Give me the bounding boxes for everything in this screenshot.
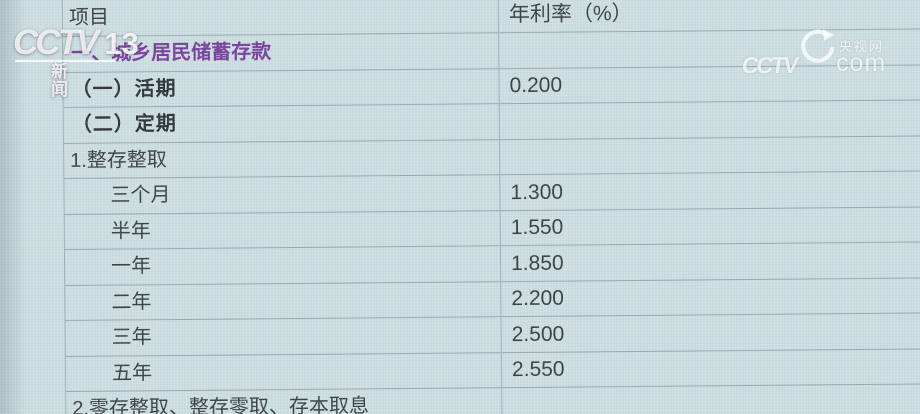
item-cell: （二）定期 bbox=[71, 113, 177, 137]
rate-cell bbox=[498, 100, 920, 139]
item-cell: 一、城乡居民储蓄存款 bbox=[71, 41, 272, 66]
deposit-rate-table: 项目 年利率（%） 一、城乡居民储蓄存款 （一）活期 0.200 （二）定期 1.整存整… bbox=[61, 0, 920, 414]
column-header-rate: 年利率（%） bbox=[497, 0, 920, 33]
item-cell: 二年 bbox=[111, 290, 152, 314]
item-cell: （一）活期 bbox=[71, 77, 177, 101]
rate-cell: 1.550 bbox=[499, 206, 920, 246]
item-cell: 2.零存整取、整存零取、存本取息 bbox=[72, 395, 370, 414]
rate-cell bbox=[498, 29, 920, 68]
rate-table-body: 一、城乡居民储蓄存款 （一）活期 0.200 （二）定期 1.整存整取三个月 1.300 半… bbox=[63, 29, 920, 414]
rate-cell: 1.850 bbox=[499, 242, 920, 281]
rate-cell: 2.550 bbox=[500, 348, 920, 388]
rate-cell bbox=[498, 135, 920, 175]
rate-cell: 0.200 bbox=[498, 64, 920, 104]
rate-cell: 1.300 bbox=[499, 171, 920, 210]
rate-cell bbox=[501, 384, 920, 414]
item-cell: 半年 bbox=[110, 219, 151, 243]
item-cell: 1.整存整取 bbox=[70, 148, 167, 172]
rate-cell: 2.500 bbox=[500, 313, 920, 352]
item-cell: 三年 bbox=[111, 326, 152, 349]
column-header-item: 项目 bbox=[68, 6, 110, 29]
item-cell: 三个月 bbox=[110, 184, 171, 207]
item-cell: 五年 bbox=[111, 361, 153, 385]
rate-cell: 2.200 bbox=[500, 277, 920, 317]
item-cell: 一年 bbox=[110, 255, 152, 278]
